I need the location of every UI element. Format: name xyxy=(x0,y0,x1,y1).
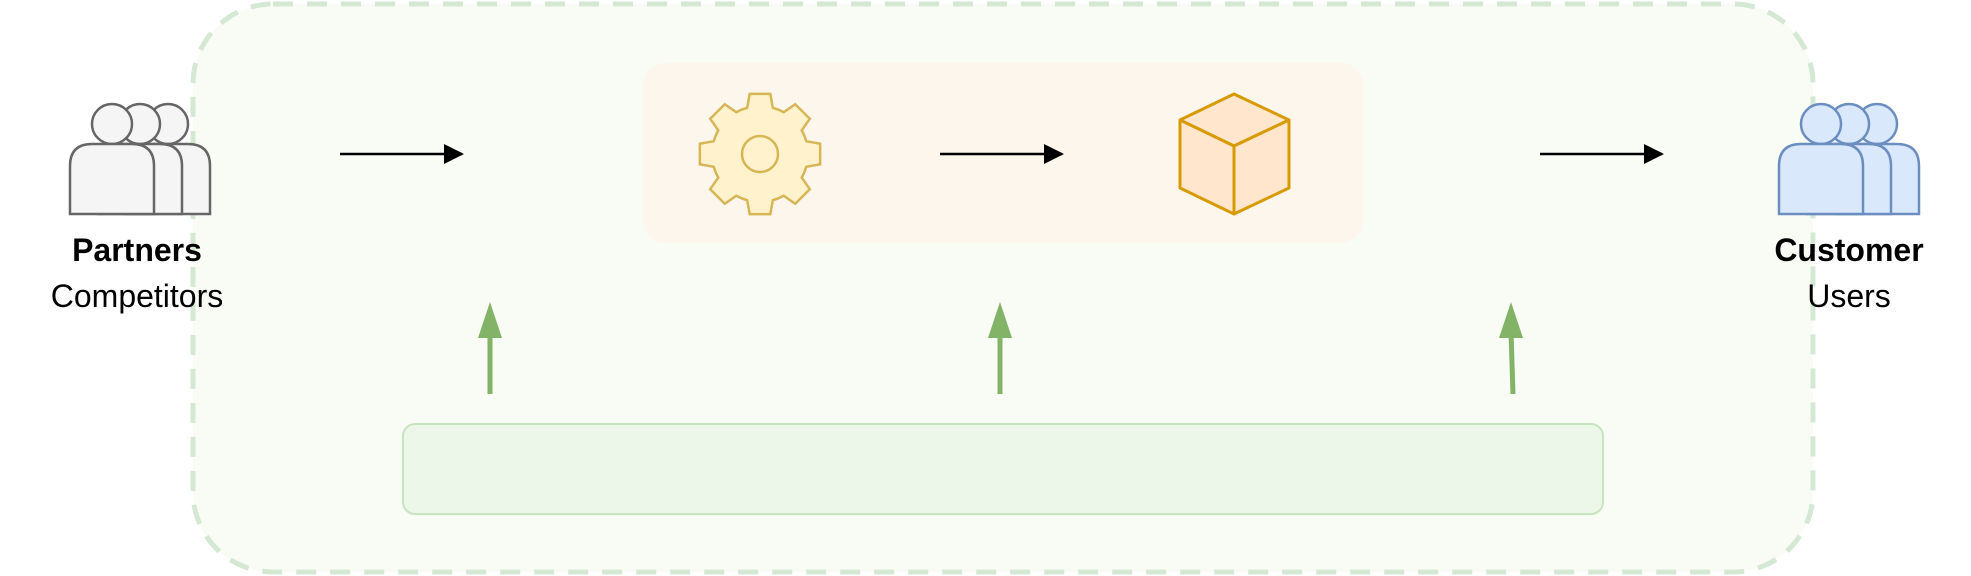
partners-users-icon xyxy=(68,102,212,216)
cube-icon xyxy=(1178,92,1291,216)
support-arrow-left xyxy=(478,302,502,394)
partners-subtitle: Competitors xyxy=(50,278,224,314)
partners-title: Partners xyxy=(72,232,202,268)
support-arrow-right xyxy=(1499,302,1523,395)
support-bar xyxy=(402,423,1604,515)
support-arrow-middle xyxy=(988,302,1012,394)
customer-subtitle: Users xyxy=(1807,278,1891,314)
gear-icon xyxy=(698,92,822,216)
customer-title: Customer xyxy=(1774,232,1924,268)
